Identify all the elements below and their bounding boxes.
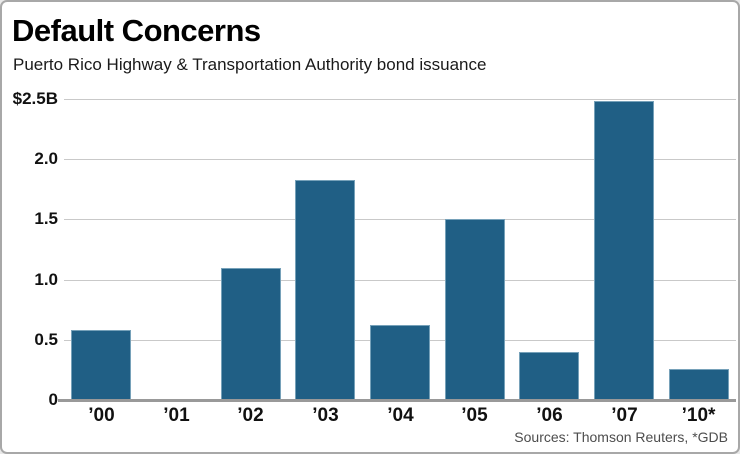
y-tick-label-2.5: $2.5B [12,89,58,108]
x-tick-label-00: ’00 [88,405,115,426]
gridline-1 [64,280,736,281]
x-axis-baseline [58,399,736,402]
y-tick-label-1.5: 1.5 [34,209,58,228]
x-axis-tick-labels: ’00 ’01 ’02 ’03 ’04 ’05 ’06 ’07 ’10* [64,405,736,429]
gridline-2.5 [64,99,736,100]
bar-05 [445,219,505,400]
chart-title: Default Concerns [12,13,261,48]
x-tick-label-04: ’04 [387,405,414,426]
bar-06 [519,352,579,400]
bar-04 [370,325,430,400]
y-tick-label-2: 2.0 [34,149,58,168]
bar-07 [594,101,654,400]
y-axis-tick-labels: 0 0.5 1.0 1.5 2.0 $2.5B [2,89,58,409]
chart-subtitle: Puerto Rico Highway & Transportation Aut… [13,55,487,74]
bar-03 [295,180,355,400]
x-tick-label-03: ’03 [312,405,339,426]
gridline-2 [64,159,736,160]
bar-02 [221,268,281,400]
gridline-1.5 [64,219,736,220]
x-tick-label-02: ’02 [237,405,264,426]
x-tick-label-05: ’05 [461,405,488,426]
source-note: Sources: Thomson Reuters, *GDB [514,429,728,445]
x-tick-label-01: ’01 [163,405,190,426]
bar-10* [669,369,729,400]
bar-chart-plot-area [64,99,736,400]
x-tick-label-10*: ’10* [681,405,716,426]
y-tick-label-0: 0 [48,390,58,409]
x-tick-label-06: ’06 [536,405,563,426]
x-tick-label-07: ’07 [611,405,638,426]
y-tick-label-1: 1.0 [34,270,58,289]
bar-00 [71,330,131,400]
y-tick-label-0.5: 0.5 [34,330,58,349]
